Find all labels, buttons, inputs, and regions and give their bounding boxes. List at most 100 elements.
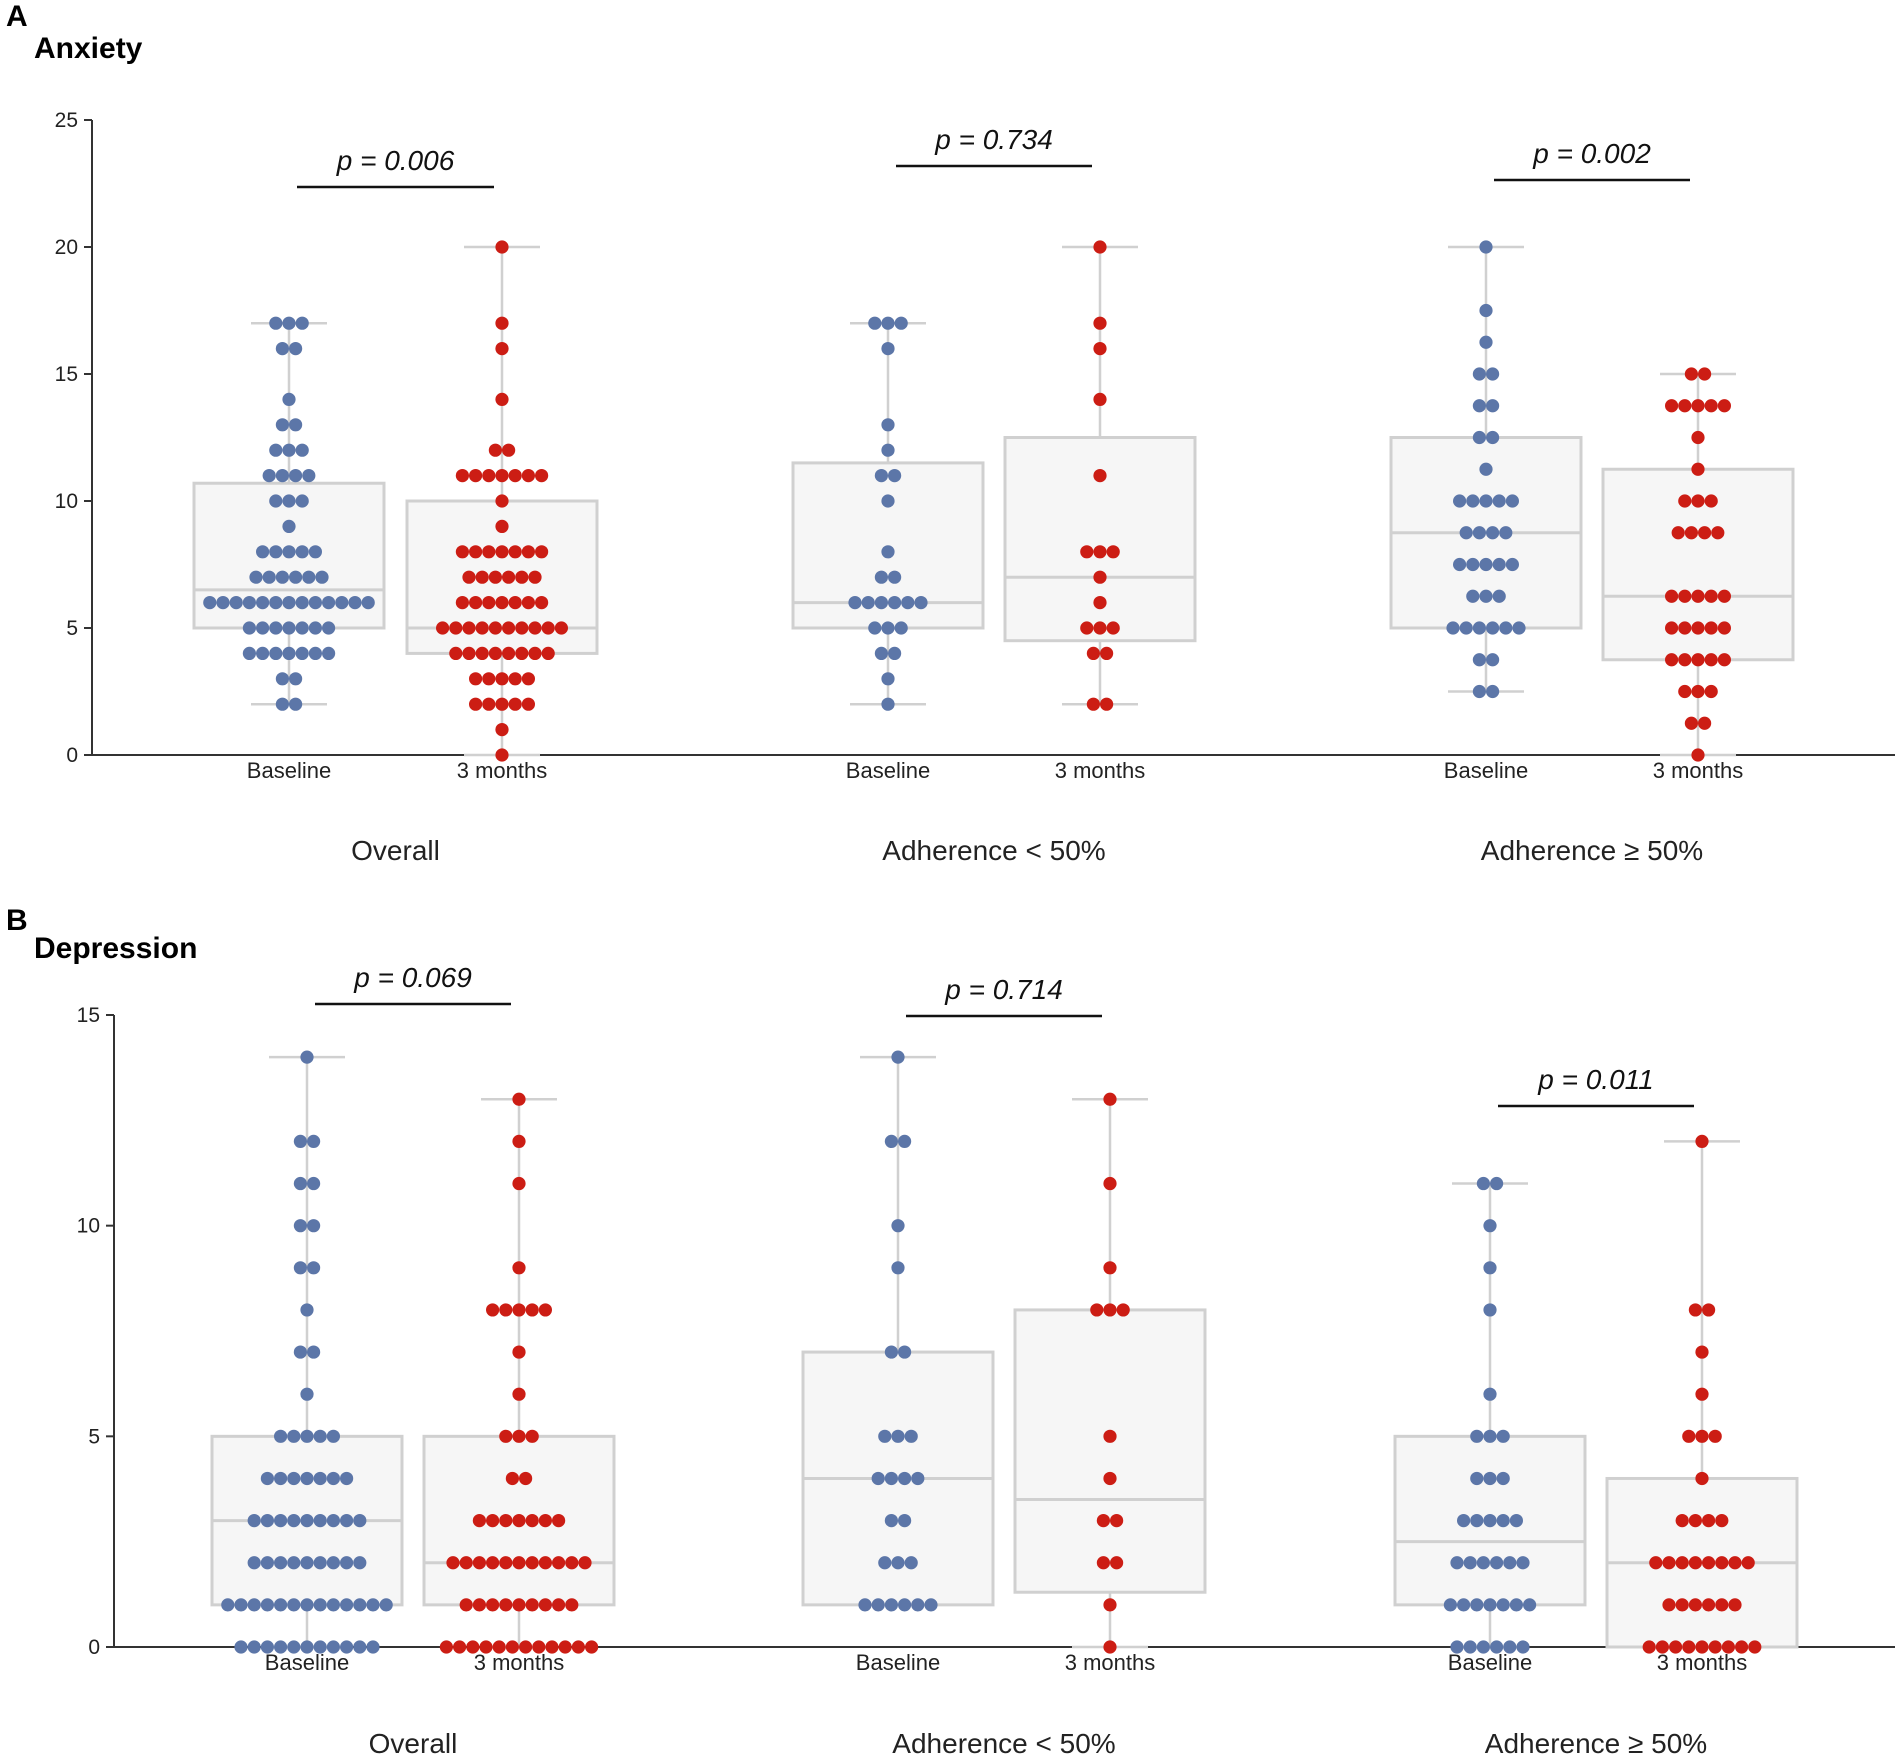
data-point xyxy=(260,1598,274,1612)
data-point xyxy=(874,596,889,610)
data-point xyxy=(914,596,928,610)
data-point xyxy=(1483,1303,1497,1317)
data-point xyxy=(1684,526,1698,540)
data-point xyxy=(322,646,336,661)
data-point xyxy=(898,1134,912,1148)
category-label: 3 months xyxy=(474,1650,565,1675)
data-point xyxy=(1093,621,1107,635)
data-point xyxy=(538,1303,553,1317)
data-point xyxy=(502,570,516,584)
data-point xyxy=(1486,367,1500,381)
category-label: Baseline xyxy=(265,1650,349,1675)
data-point xyxy=(1470,1429,1484,1443)
data-point xyxy=(525,1514,539,1528)
data-point xyxy=(1479,240,1493,254)
data-point xyxy=(1443,1598,1457,1612)
data-point xyxy=(1080,621,1094,635)
data-point xyxy=(282,316,296,330)
data-point xyxy=(499,1598,513,1612)
data-point xyxy=(525,1429,539,1443)
data-point xyxy=(1093,316,1107,330)
data-point xyxy=(302,570,316,584)
data-point xyxy=(525,1598,539,1612)
group-label: Adherence ≥ 50% xyxy=(1485,1728,1707,1759)
data-point xyxy=(1665,621,1679,635)
data-point xyxy=(340,1598,354,1612)
data-point xyxy=(287,1556,301,1570)
data-point xyxy=(300,1050,314,1064)
data-point xyxy=(512,1429,526,1443)
data-point xyxy=(234,1640,248,1654)
category-label: 3 months xyxy=(1055,758,1146,783)
group-label: Adherence < 50% xyxy=(882,835,1105,866)
data-point xyxy=(287,1598,301,1612)
data-point xyxy=(558,1640,572,1654)
data-point xyxy=(924,1598,938,1612)
data-point xyxy=(1509,1514,1523,1528)
data-point xyxy=(495,596,509,610)
data-point xyxy=(1479,335,1493,349)
data-point xyxy=(462,621,476,635)
data-point xyxy=(911,1471,925,1486)
panel-letter: B xyxy=(6,904,28,937)
data-point xyxy=(541,646,555,661)
data-point xyxy=(888,646,902,661)
data-point xyxy=(313,1471,327,1486)
data-point xyxy=(256,621,270,635)
data-point xyxy=(295,646,309,661)
data-point xyxy=(891,1261,905,1275)
data-point xyxy=(1100,697,1114,711)
data-point xyxy=(1728,1556,1742,1570)
data-point xyxy=(1691,748,1705,762)
data-point xyxy=(1470,1598,1484,1612)
data-point xyxy=(242,621,256,635)
data-point xyxy=(884,1514,899,1528)
data-point xyxy=(495,672,509,686)
data-point xyxy=(313,1556,327,1570)
data-point xyxy=(1470,1471,1484,1486)
data-point xyxy=(535,596,549,610)
group-label: Overall xyxy=(351,835,440,866)
data-point xyxy=(275,672,289,686)
data-point xyxy=(1476,1176,1490,1191)
data-point xyxy=(1490,1176,1504,1191)
data-point xyxy=(1450,1640,1464,1654)
data-point xyxy=(275,418,289,432)
data-point xyxy=(459,1556,473,1570)
data-point xyxy=(1106,621,1120,635)
data-point xyxy=(1691,621,1705,635)
data-point xyxy=(353,1556,367,1570)
data-point xyxy=(1479,557,1493,572)
data-point xyxy=(472,1556,486,1570)
data-point xyxy=(525,1303,539,1317)
data-point xyxy=(1704,621,1718,635)
data-point xyxy=(1715,1514,1729,1528)
data-point xyxy=(891,1050,905,1064)
data-point xyxy=(1662,1598,1676,1612)
data-point xyxy=(1492,589,1506,603)
data-point xyxy=(495,723,509,737)
data-point xyxy=(878,1429,892,1443)
data-point xyxy=(203,596,217,610)
data-point xyxy=(449,646,463,661)
box xyxy=(1013,1308,1207,1594)
data-point xyxy=(904,1556,918,1570)
data-point xyxy=(1509,1598,1523,1612)
data-point xyxy=(1691,589,1705,603)
data-point xyxy=(1486,399,1500,413)
data-point xyxy=(1103,1471,1117,1486)
data-point xyxy=(505,1471,519,1486)
group-label: Overall xyxy=(369,1728,458,1759)
data-point xyxy=(482,545,496,559)
data-point xyxy=(532,1640,546,1654)
data-point xyxy=(1080,545,1094,559)
data-point xyxy=(1100,646,1114,661)
data-point xyxy=(898,1598,912,1612)
data-point xyxy=(1669,1640,1683,1654)
data-point xyxy=(1479,303,1493,318)
data-point xyxy=(1457,1598,1471,1612)
data-point xyxy=(519,1471,533,1486)
data-point xyxy=(1103,1303,1117,1317)
data-point xyxy=(300,1556,314,1570)
data-point xyxy=(1486,653,1500,667)
